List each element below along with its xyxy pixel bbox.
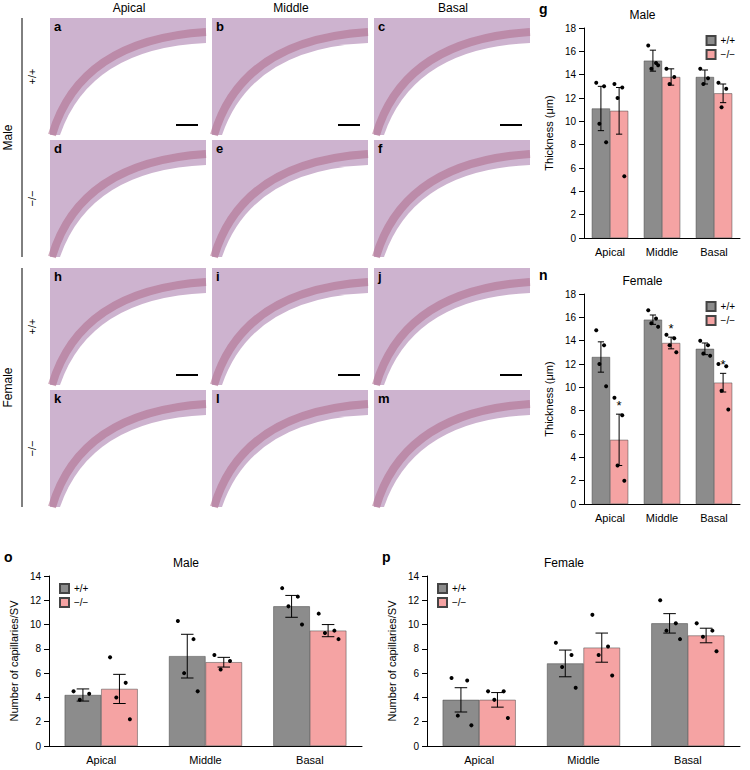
svg-text:Male: Male (173, 556, 199, 570)
svg-text:−/−: −/− (74, 597, 89, 608)
svg-text:4: 4 (413, 692, 419, 703)
svg-text:10: 10 (565, 116, 577, 127)
svg-text:Female: Female (544, 556, 584, 570)
svg-text:14: 14 (565, 69, 577, 80)
svg-text:4: 4 (35, 692, 41, 703)
svg-text:2: 2 (570, 209, 576, 220)
svg-text:0: 0 (570, 233, 576, 244)
svg-text:g: g (539, 1, 548, 17)
svg-text:14: 14 (408, 571, 420, 582)
svg-text:Apical: Apical (595, 246, 625, 258)
svg-text:i: i (216, 269, 220, 284)
svg-text:Male: Male (1, 124, 15, 150)
svg-text:+/+: +/+ (721, 301, 736, 312)
svg-text:Apical: Apical (464, 754, 494, 766)
svg-text:8: 8 (570, 405, 576, 416)
svg-text:c: c (378, 19, 385, 34)
svg-text:+/+: +/+ (26, 69, 38, 85)
svg-text:2: 2 (570, 475, 576, 486)
svg-text:Apical: Apical (113, 1, 146, 15)
svg-text:−/−: −/− (452, 597, 467, 608)
svg-text:16: 16 (565, 46, 577, 57)
svg-text:18: 18 (565, 23, 577, 34)
svg-text:−/−: −/− (26, 441, 38, 457)
svg-text:Basal: Basal (674, 754, 702, 766)
svg-text:Apical: Apical (86, 754, 116, 766)
svg-text:12: 12 (565, 359, 577, 370)
svg-text:Basal: Basal (700, 246, 728, 258)
svg-text:−/−: −/− (26, 191, 38, 207)
svg-text:f: f (378, 141, 383, 156)
svg-text:Number of capillaries/SV: Number of capillaries/SV (386, 600, 398, 722)
svg-text:Basal: Basal (296, 754, 324, 766)
svg-text:l: l (216, 391, 220, 406)
svg-text:m: m (378, 391, 390, 406)
svg-text:6: 6 (35, 668, 41, 679)
svg-text:12: 12 (30, 595, 42, 606)
svg-text:Middle: Middle (646, 512, 678, 524)
svg-text:12: 12 (408, 595, 420, 606)
svg-text:4: 4 (570, 452, 576, 463)
svg-text:e: e (216, 141, 223, 156)
svg-text:6: 6 (413, 668, 419, 679)
svg-text:Middle: Middle (646, 246, 678, 258)
svg-text:o: o (4, 549, 13, 565)
svg-text:Male: Male (629, 8, 655, 22)
svg-text:10: 10 (30, 619, 42, 630)
svg-text:−/−: −/− (721, 315, 736, 326)
svg-text:*: * (617, 398, 622, 413)
svg-text:h: h (54, 269, 62, 284)
svg-text:+/+: +/+ (26, 319, 38, 335)
svg-text:−/−: −/− (721, 49, 736, 60)
svg-text:8: 8 (35, 643, 41, 654)
svg-text:Female: Female (622, 274, 662, 288)
svg-text:0: 0 (35, 741, 41, 752)
svg-text:Number of capillaries/SV: Number of capillaries/SV (8, 600, 20, 722)
svg-text:b: b (216, 19, 224, 34)
svg-text:k: k (54, 391, 62, 406)
svg-text:10: 10 (565, 382, 577, 393)
svg-text:Thickness (μm): Thickness (μm) (543, 361, 555, 436)
svg-text:16: 16 (565, 312, 577, 323)
svg-text:a: a (54, 19, 62, 34)
svg-text:Female: Female (1, 367, 15, 407)
svg-text:18: 18 (565, 289, 577, 300)
svg-text:4: 4 (570, 186, 576, 197)
svg-text:*: * (669, 321, 674, 336)
svg-text:2: 2 (413, 716, 419, 727)
svg-text:8: 8 (570, 139, 576, 150)
svg-text:14: 14 (30, 571, 42, 582)
svg-text:n: n (539, 267, 548, 283)
svg-text:Basal: Basal (700, 512, 728, 524)
svg-text:2: 2 (35, 716, 41, 727)
svg-text:p: p (382, 549, 391, 565)
svg-text:6: 6 (570, 429, 576, 440)
svg-text:Basal: Basal (438, 1, 468, 15)
svg-text:j: j (377, 269, 382, 284)
svg-text:+/+: +/+ (74, 583, 89, 594)
svg-text:+/+: +/+ (452, 583, 467, 594)
svg-text:8: 8 (413, 643, 419, 654)
svg-text:Apical: Apical (595, 512, 625, 524)
svg-text:Middle: Middle (273, 1, 309, 15)
svg-text:Thickness (μm): Thickness (μm) (543, 95, 555, 170)
svg-text:+/+: +/+ (721, 35, 736, 46)
svg-text:0: 0 (413, 741, 419, 752)
svg-text:0: 0 (570, 499, 576, 510)
svg-text:*: * (721, 357, 726, 372)
svg-text:14: 14 (565, 335, 577, 346)
svg-text:6: 6 (570, 163, 576, 174)
svg-text:Middle: Middle (189, 754, 221, 766)
svg-text:d: d (54, 141, 62, 156)
svg-text:10: 10 (408, 619, 420, 630)
svg-text:12: 12 (565, 93, 577, 104)
svg-text:Middle: Middle (567, 754, 599, 766)
